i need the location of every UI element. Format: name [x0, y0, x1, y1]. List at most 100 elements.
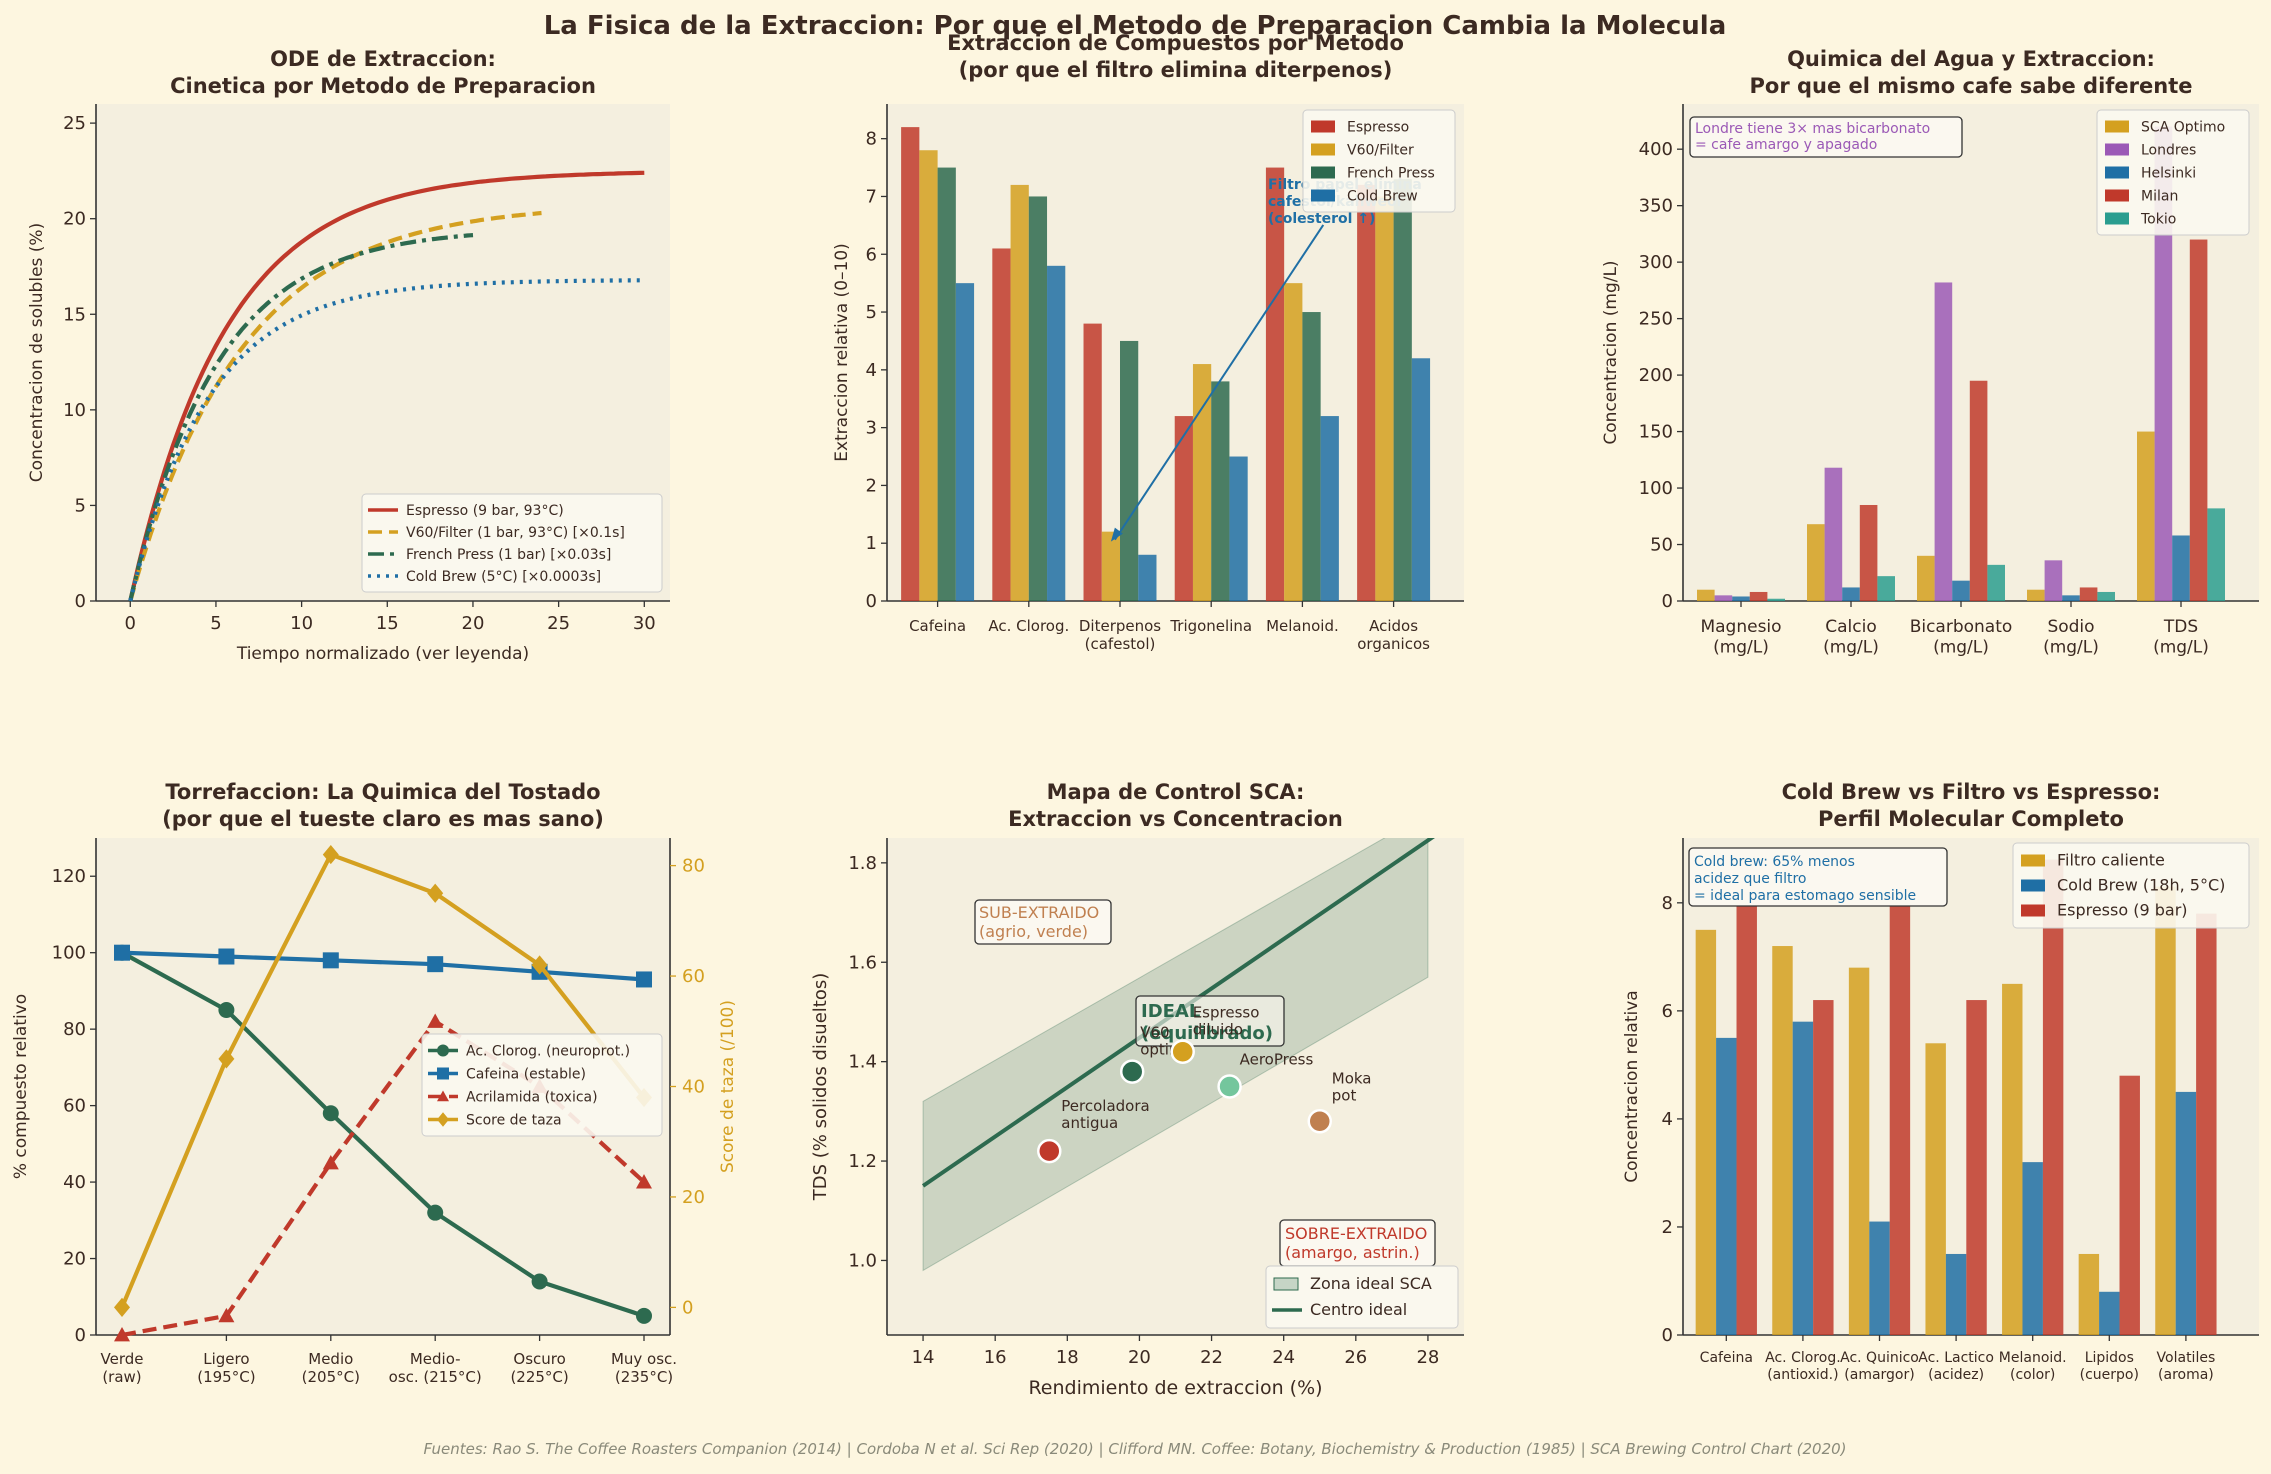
series-line — [128, 170, 645, 602]
label-line: Perfil Molecular Completo — [1818, 807, 2124, 831]
bar — [1792, 1021, 1814, 1335]
label-line: SOBRE-EXTRAIDO — [1285, 1224, 1427, 1243]
label-line: 15 — [376, 613, 399, 634]
label-line: 350 — [1639, 196, 1673, 217]
label-line: 60 — [682, 966, 705, 987]
legend-patch — [1311, 120, 1335, 133]
y-tick-label: 15 — [63, 304, 86, 325]
x-tick-label: Bicarbonato (mg/L) — [1910, 617, 2013, 657]
y2-tick-label: 40 — [682, 1077, 705, 1098]
y-tick-label: 1.4 — [848, 1052, 877, 1073]
marker-circle — [218, 1002, 235, 1019]
label-line: 1.2 — [848, 1151, 877, 1172]
label-line: Lipidos — [2085, 1350, 2134, 1366]
label-line: organicos — [1357, 635, 1430, 653]
bar — [955, 283, 975, 601]
legend-frame — [361, 493, 663, 593]
label-line: Diterpenos — [1079, 617, 1161, 635]
label-line: 18 — [1056, 1347, 1079, 1368]
y-tick-label: 8 — [1662, 893, 1673, 914]
label-line: Muy osc. — [611, 1350, 677, 1368]
label-line: 120 — [52, 866, 86, 887]
label-line: 0 — [682, 1297, 693, 1318]
y-tick-label: 20 — [63, 1249, 86, 1270]
y-axis-label: Concentracion (mg/L) — [1601, 260, 1621, 444]
marker-diamond — [114, 1297, 130, 1317]
legend-label: Espresso — [1347, 120, 1409, 136]
x-axis-label: Tiempo normalizado (ver leyenda) — [236, 644, 529, 664]
marker-triangle — [437, 1090, 449, 1102]
label-line: 2 — [866, 475, 877, 496]
label-line: = ideal para estomago sensible — [1694, 888, 1916, 904]
label-line: Calcio — [1825, 617, 1876, 637]
y-axis-label: Concentracion relativa — [1622, 990, 1642, 1182]
label-line: French Press — [1347, 166, 1435, 182]
bar — [1945, 1253, 1967, 1335]
bar — [2155, 886, 2176, 1335]
legend-label: SCA Optimo — [2141, 120, 2225, 136]
label-line: (agrio, verde) — [979, 922, 1088, 941]
legend-patch — [1311, 166, 1335, 179]
point-label: Moka pot — [1332, 1069, 1372, 1104]
label-line: acidez que filtro — [1694, 871, 1807, 887]
label-line: Mapa de Control SCA: — [1047, 780, 1305, 804]
marker-square — [636, 971, 652, 988]
bar — [937, 167, 956, 601]
label-line: Tokio — [2140, 212, 2176, 228]
y-tick-label: 4 — [866, 360, 877, 381]
y-tick-label: 1.0 — [848, 1250, 877, 1271]
label-line: (raw) — [102, 1368, 141, 1386]
label-line: 7 — [866, 186, 877, 207]
y-tick-label: 1.6 — [848, 952, 877, 973]
label-line: Londres — [2141, 143, 2196, 159]
bar — [1047, 265, 1066, 601]
scatter-point — [1307, 1109, 1332, 1134]
marker-diamond — [531, 955, 548, 975]
bar — [2137, 431, 2155, 601]
legend-label: Ac. Clorog. (neuroprot.) — [466, 1044, 630, 1060]
x-tick-label: Sodio (mg/L) — [2043, 617, 2099, 657]
charts-layer: ODE de Extraccion: Cinetica por Metodo de… — [11, 31, 2259, 1399]
bar — [1320, 416, 1339, 601]
label-line: 28 — [1416, 1347, 1439, 1368]
legend: Zona ideal SCA Centro ideal — [1265, 1265, 1459, 1329]
label-line: diluido — [1193, 1021, 1243, 1039]
y-tick-label: 120 — [52, 866, 86, 887]
label-line: (colesterol ↑) — [1268, 211, 1375, 227]
label-line: antigua — [1061, 1114, 1118, 1132]
annotation-frame — [1688, 847, 1948, 907]
label-line: Cafeina — [1700, 1350, 1753, 1366]
label-line: pot — [1332, 1086, 1357, 1104]
label-line: 200 — [1639, 365, 1673, 386]
bar — [1393, 179, 1412, 601]
y-tick-label: 60 — [63, 1096, 86, 1117]
label-line: 100 — [1639, 478, 1673, 499]
label-line: V60/Filter — [1347, 143, 1414, 159]
marker-diamond — [437, 1112, 449, 1127]
y-tick-label: 7 — [866, 186, 877, 207]
legend: Espresso (9 bar, 93°C) V60/Filter (1 bar,… — [361, 493, 663, 593]
x-tick-label: Verde (raw) — [101, 1350, 144, 1386]
label-line: (acidez) — [1928, 1367, 1984, 1383]
bar — [1229, 456, 1248, 601]
bar — [1695, 929, 1717, 1335]
label-line: Bicarbonato — [1910, 617, 2013, 637]
legend-patch — [1311, 189, 1335, 202]
bar — [1848, 967, 1870, 1335]
y-tick-label: 2 — [1662, 1217, 1673, 1238]
y-tick-label: 6 — [1662, 1001, 1673, 1022]
legend-frame — [421, 1033, 663, 1137]
bar — [2196, 913, 2217, 1335]
label-line: AeroPress — [1240, 1051, 1314, 1069]
label-line: 3 — [866, 418, 877, 439]
label-line: (205°C) — [302, 1368, 360, 1386]
bar — [919, 150, 938, 602]
label-text: IDEAL (equilibrado) — [1141, 1001, 1273, 1044]
legend-label: French Press — [1347, 166, 1435, 182]
label-line: Cold Brew (5°C) [×0.0003s] — [406, 569, 601, 585]
label-line: TDS (% solidos disueltos) — [810, 973, 831, 1202]
marker-circle — [636, 1307, 652, 1324]
marker-square — [114, 944, 130, 961]
label-line: 20 — [63, 1249, 86, 1270]
point-label: Percoladora antigua — [1061, 1097, 1149, 1132]
